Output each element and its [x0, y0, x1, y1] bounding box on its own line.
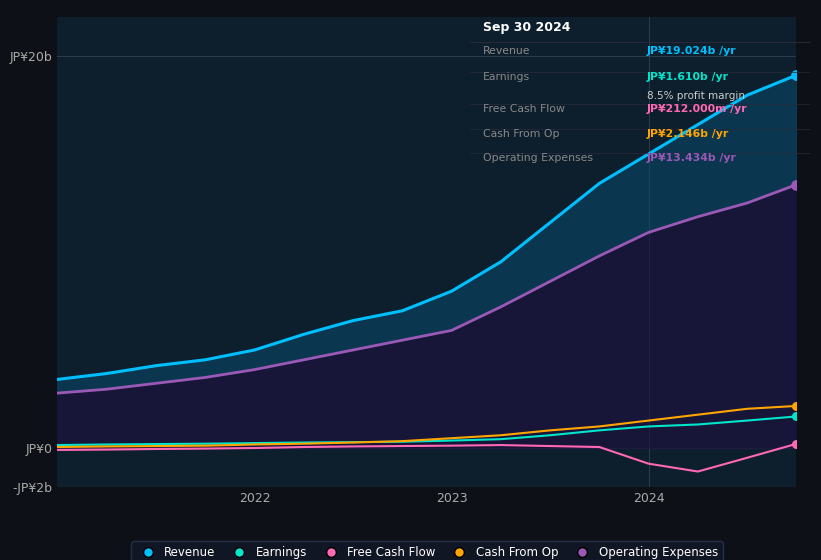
Text: Revenue: Revenue	[484, 46, 530, 56]
Text: Cash From Op: Cash From Op	[484, 129, 560, 139]
Point	[790, 180, 803, 189]
Text: Sep 30 2024: Sep 30 2024	[484, 21, 571, 34]
Text: JP¥13.434b /yr: JP¥13.434b /yr	[647, 153, 736, 164]
Point	[790, 402, 803, 410]
Text: JP¥1.610b /yr: JP¥1.610b /yr	[647, 72, 729, 82]
Text: JP¥212.000m /yr: JP¥212.000m /yr	[647, 104, 747, 114]
Text: Operating Expenses: Operating Expenses	[484, 153, 594, 164]
Point	[790, 71, 803, 80]
Text: Earnings: Earnings	[484, 72, 530, 82]
Text: JP¥19.024b /yr: JP¥19.024b /yr	[647, 46, 736, 56]
Point	[790, 440, 803, 449]
Point	[790, 412, 803, 421]
Text: JP¥2.146b /yr: JP¥2.146b /yr	[647, 129, 729, 139]
Legend: Revenue, Earnings, Free Cash Flow, Cash From Op, Operating Expenses: Revenue, Earnings, Free Cash Flow, Cash …	[131, 541, 722, 560]
Text: Free Cash Flow: Free Cash Flow	[484, 104, 565, 114]
Text: 8.5% profit margin: 8.5% profit margin	[647, 91, 745, 101]
